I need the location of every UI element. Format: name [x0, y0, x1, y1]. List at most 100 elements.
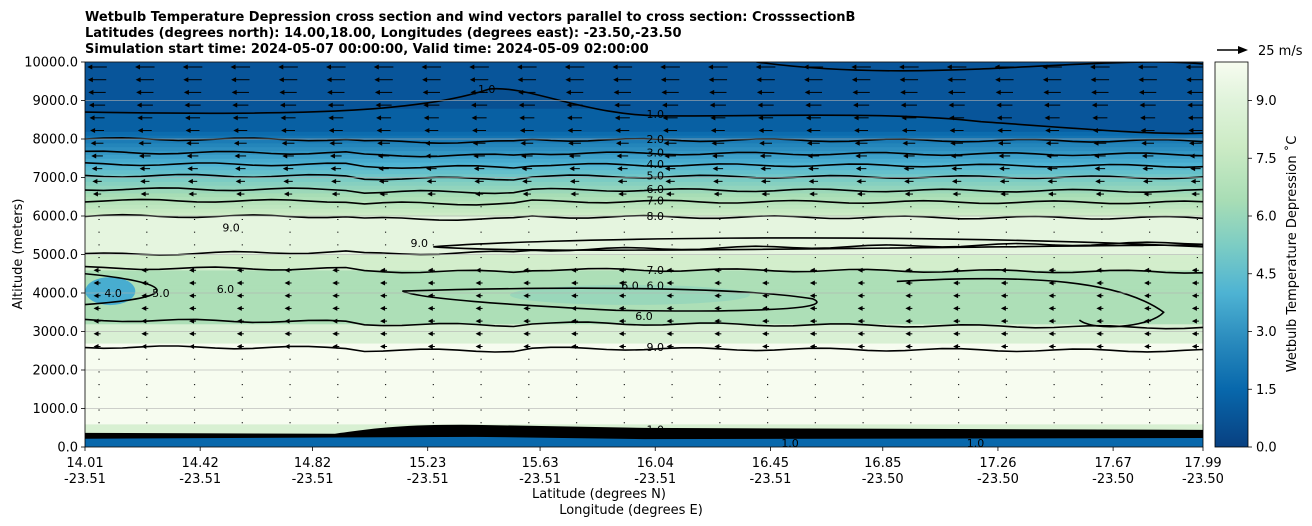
wind-vector-head — [378, 178, 384, 184]
wind-vector-head — [571, 305, 577, 311]
field-band — [85, 123, 1203, 128]
y-tick-label: 10000.0 — [24, 56, 78, 71]
field-band — [85, 266, 1203, 271]
wind-vector-head — [90, 128, 96, 134]
field-band — [85, 223, 1203, 229]
y-tick-label: 4000.0 — [33, 287, 79, 302]
wind-vector-head — [523, 267, 529, 273]
wind-vector-head — [189, 331, 195, 337]
wind-vector-head — [329, 140, 335, 146]
wind-vector-head — [1144, 293, 1150, 299]
wind-vector-head — [1092, 115, 1098, 121]
wind-vector-head — [471, 115, 477, 121]
wind-vector-head — [87, 64, 93, 70]
title-line-3: Simulation start time: 2024-05-07 00:00:… — [85, 42, 649, 57]
wind-vector-head — [475, 280, 481, 286]
wind-vector-head — [758, 128, 764, 134]
wind-vector-head — [1046, 166, 1052, 172]
x-tick-label-lat: 17.99 — [1184, 456, 1221, 471]
field-band — [85, 416, 1203, 421]
wind-vector-head — [427, 305, 433, 311]
wind-vector-head — [520, 140, 526, 146]
wind-vector-head — [235, 166, 241, 172]
field-band — [85, 154, 1203, 159]
wind-vector-head — [93, 331, 99, 337]
field-band — [85, 200, 1203, 205]
wind-vector-head — [666, 305, 672, 311]
wind-vector-head — [904, 178, 910, 184]
wind-vector-head — [232, 115, 238, 121]
wind-vector-head — [469, 77, 475, 83]
wind-vector-head — [710, 128, 716, 134]
field-upper-dry-layer — [85, 62, 1203, 134]
wind-vector-head — [662, 102, 668, 108]
field-band — [85, 335, 1203, 340]
x-tick-label-lon: -23.51 — [519, 472, 561, 487]
wind-vector-head — [1186, 89, 1192, 95]
wind-vector-head — [999, 166, 1005, 172]
field-band — [85, 323, 1203, 329]
wind-vector-head — [1144, 344, 1150, 350]
contour-line — [85, 241, 1203, 256]
wind-vector-head — [946, 64, 952, 70]
wind-vector-head — [188, 191, 194, 197]
wind-vector-head — [88, 89, 94, 95]
wind-vector-head — [761, 191, 767, 197]
contour-label: 6.0 — [635, 310, 653, 323]
wind-vector-head — [332, 318, 338, 324]
wind-vector-head — [1000, 280, 1006, 286]
wind-vector-head — [857, 344, 863, 350]
field-band — [85, 115, 1203, 121]
wind-vector-head — [1000, 344, 1006, 350]
wind-vector-head — [614, 115, 620, 121]
x-tick-label-lon: -23.51 — [179, 472, 221, 487]
wind-vector-head — [473, 153, 479, 159]
wind-vector-head — [284, 267, 290, 273]
contour-label: 1.0 — [781, 437, 799, 450]
wind-vector-head — [1090, 77, 1096, 83]
wind-vector-head — [380, 267, 386, 273]
wind-vector-head — [234, 153, 240, 159]
field-band — [85, 316, 1203, 321]
wind-vector-head — [618, 191, 624, 197]
wind-vector-head — [519, 128, 525, 134]
wind-vector-head — [617, 178, 623, 184]
wind-vector-head — [904, 191, 910, 197]
wind-vector-head — [93, 318, 99, 324]
quiver-key-arrowhead — [1238, 46, 1248, 54]
field-band — [85, 158, 1203, 163]
contour-label: 1.0 — [967, 437, 985, 450]
field-band — [85, 235, 1203, 240]
wind-vector-head — [950, 140, 956, 146]
wind-vector-head — [762, 267, 768, 273]
wind-vector-head — [327, 102, 333, 108]
wind-vector-head — [953, 267, 959, 273]
contour-label: 4.0 — [104, 287, 122, 300]
wind-vector-head — [1144, 331, 1150, 337]
wind-vector-head — [1144, 267, 1150, 273]
contour-label: 4.0 — [646, 158, 664, 171]
colorbar-label: Wetbulb Temperature Depression ˚C — [1284, 136, 1300, 373]
wind-vector-head — [618, 331, 624, 337]
wind-vector-head — [91, 166, 97, 172]
wind-vector-head — [567, 115, 573, 121]
wind-vector-head — [92, 191, 98, 197]
wind-vector-head — [1191, 267, 1197, 273]
wind-vector-head — [424, 140, 430, 146]
field-band — [85, 127, 1203, 132]
wind-vector-head — [809, 318, 815, 324]
wind-vector-head — [138, 140, 144, 146]
title-line-2: Latitudes (degrees north): 14.00,18.00, … — [85, 26, 682, 41]
wind-vector-head — [661, 89, 667, 95]
wind-vector-head — [185, 115, 191, 121]
wind-vector-head — [1137, 64, 1143, 70]
wind-vector-head — [182, 64, 188, 70]
wind-vector-head — [996, 115, 1002, 121]
wind-vector-head — [714, 305, 720, 311]
field-band — [85, 146, 1203, 152]
wind-vector-head — [1096, 331, 1102, 337]
field-band — [85, 396, 1203, 402]
contour-label: 9.0 — [222, 222, 240, 235]
contour-line — [85, 187, 1203, 195]
x-tick-label-lat: 14.01 — [66, 456, 103, 471]
